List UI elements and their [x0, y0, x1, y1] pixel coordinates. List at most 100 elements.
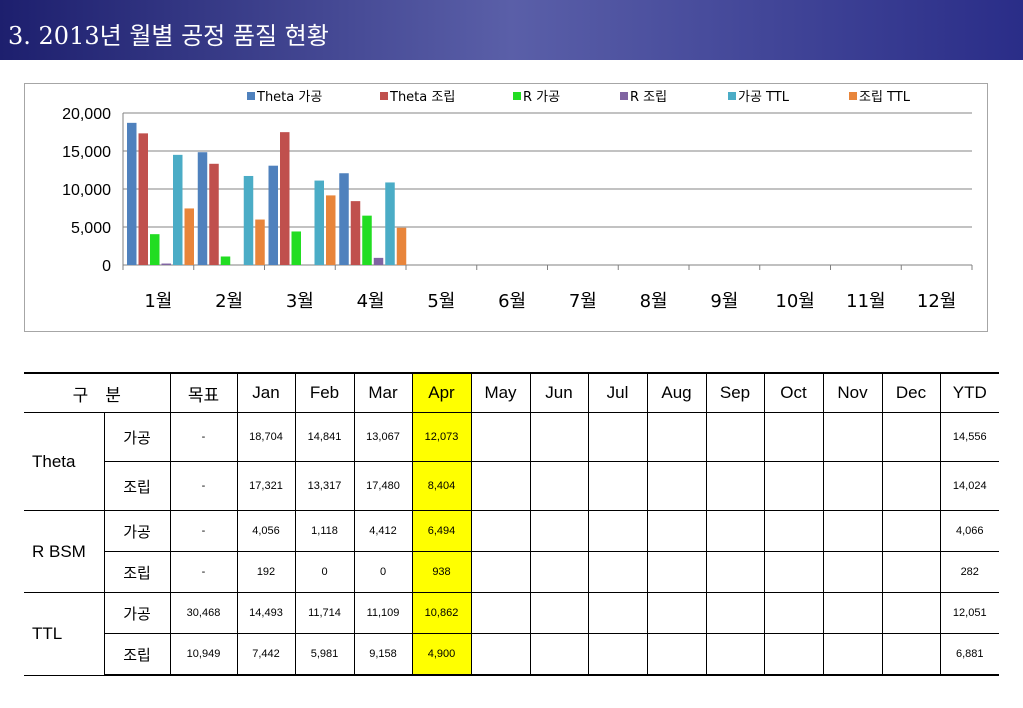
legend-swatch — [247, 92, 255, 100]
x-tick-label: 6월 — [498, 291, 526, 312]
table-cell — [822, 592, 883, 634]
table-cell — [470, 461, 531, 511]
table-cell — [470, 412, 531, 462]
table-cell — [646, 633, 707, 676]
table-cell — [646, 592, 707, 634]
bar — [280, 132, 290, 265]
table-cell: 11,109 — [353, 592, 413, 634]
bar — [362, 215, 372, 265]
table-cell — [587, 592, 648, 634]
table-cell: 1,118 — [294, 510, 355, 552]
table-row: R BSM 가공 -4,056 1,118 4,412 6,494 4,066 — [24, 510, 999, 593]
table-cell — [646, 551, 707, 593]
x-tick-label: 2월 — [215, 291, 243, 312]
bar — [396, 227, 407, 265]
table-cell — [763, 551, 824, 593]
table-cell: - — [169, 412, 238, 462]
table-cell — [529, 592, 589, 634]
table-cell — [822, 551, 883, 593]
table-cell — [470, 592, 531, 634]
table-cell — [587, 412, 648, 462]
table-cell — [529, 633, 589, 676]
bar — [314, 180, 324, 265]
legend-swatch — [620, 92, 628, 100]
table-cell: 14,493 — [236, 592, 296, 634]
legend-swatch — [513, 92, 521, 100]
header-dec: Dec — [881, 372, 941, 413]
table-cell — [529, 551, 589, 593]
y-tick-label: 10,000 — [62, 182, 111, 199]
table-cell: 7,442 — [236, 633, 296, 676]
bar — [373, 257, 384, 265]
table-cell: 13,317 — [294, 461, 355, 511]
table-cell — [822, 510, 883, 552]
table-cell: - — [169, 461, 238, 511]
table-cell — [881, 461, 941, 511]
legend-label: R 조립 — [630, 90, 667, 105]
table-cell: 938 — [411, 551, 472, 593]
x-tick-label: 4월 — [357, 291, 385, 312]
bar — [385, 182, 395, 265]
x-tick-label: 5월 — [427, 291, 455, 312]
table-cell — [881, 592, 941, 634]
header-mar: Mar — [353, 372, 413, 413]
table-row: 조립 -192 0 0 938 282 — [24, 551, 999, 593]
table-row: Theta 가공 -18,704 14,841 13,067 12,073 14,556 — [24, 412, 999, 511]
table-cell: 13,067 — [353, 412, 413, 462]
bar — [209, 163, 219, 265]
sub-label: 가공 — [103, 510, 171, 552]
group-label: Theta — [24, 412, 105, 511]
table-cell: 14,841 — [294, 412, 355, 462]
table-cell — [881, 551, 941, 593]
table-cell — [587, 510, 648, 552]
table-cell: 14,556 — [939, 412, 999, 462]
table-cell — [763, 592, 824, 634]
header-ytd: YTD — [939, 372, 999, 413]
bar — [243, 175, 254, 265]
header-category: 구 분 — [24, 372, 171, 413]
table-cell — [822, 461, 883, 511]
table-cell: 0 — [294, 551, 355, 593]
table-cell: 17,321 — [236, 461, 296, 511]
sub-label: 가공 — [103, 592, 171, 634]
bar-chart: 0 5,000 10,000 15,000 20,000 1월 2월 3월 4월 5월 6월 7월 8월… — [62, 90, 973, 312]
table-cell: 10,949 — [169, 633, 238, 676]
table-row: TTL 가공 30,468 14,493 11,714 11,109 10,862 12,05… — [24, 592, 999, 676]
bar — [150, 234, 160, 265]
bar — [255, 219, 265, 265]
table-cell: 192 — [236, 551, 296, 593]
table-cell: 0 — [353, 551, 413, 593]
x-tick-label: 1월 — [144, 291, 172, 312]
legend-label: 조립 TTL — [859, 90, 911, 105]
x-tick-label: 12월 — [917, 291, 956, 312]
table-cell — [646, 461, 707, 511]
bar — [291, 231, 301, 265]
table-cell — [763, 461, 824, 511]
table-cell — [646, 510, 707, 552]
table-cell: 5,981 — [294, 633, 355, 676]
table-cell — [705, 551, 765, 593]
bar — [350, 201, 361, 265]
header-oct: Oct — [763, 372, 824, 413]
table-cell: 11,714 — [294, 592, 355, 634]
x-tick-label: 9월 — [710, 291, 738, 312]
table-cell: 4,412 — [353, 510, 413, 552]
table-cell — [763, 412, 824, 462]
legend-swatch — [380, 92, 388, 100]
bar — [184, 208, 194, 265]
table-cell — [705, 412, 765, 462]
bar — [326, 195, 336, 265]
table-cell — [529, 412, 589, 462]
table-cell — [470, 633, 531, 676]
y-tick-label: 0 — [102, 258, 111, 275]
table-cell — [587, 551, 648, 593]
bar — [138, 133, 148, 265]
bar — [161, 263, 171, 265]
bar — [268, 165, 278, 265]
table-cell: 12,051 — [939, 592, 999, 634]
table-cell — [529, 461, 589, 511]
bar — [220, 256, 231, 265]
bar — [127, 122, 137, 265]
x-tick-label: 7월 — [569, 291, 597, 312]
title-bar: 3. 2013년 월별 공정 품질 현황 — [0, 0, 1023, 60]
